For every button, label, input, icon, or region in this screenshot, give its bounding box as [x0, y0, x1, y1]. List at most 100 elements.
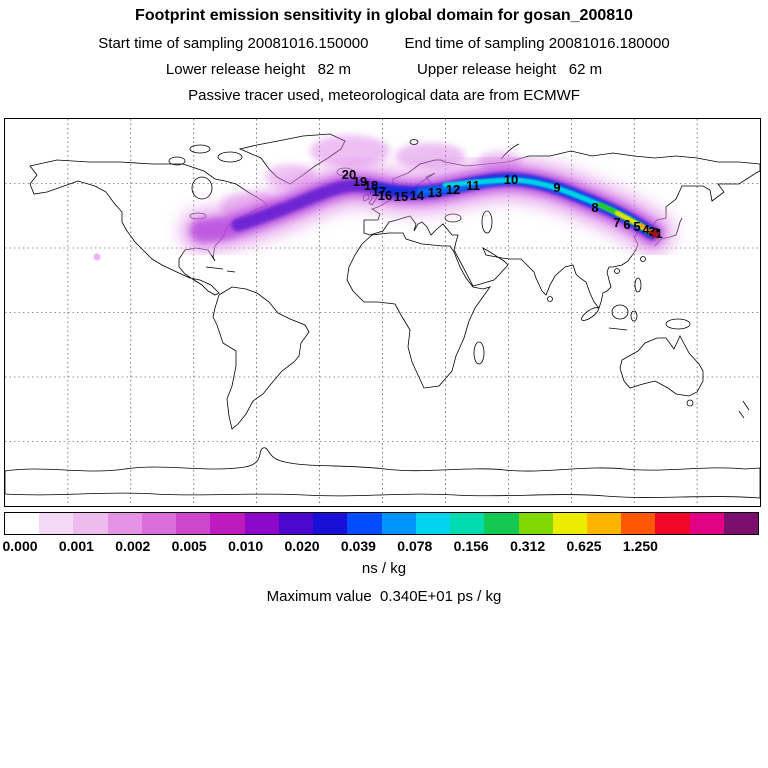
colorbar-segment [176, 513, 211, 534]
coastline-sri-lanka [547, 296, 553, 302]
colorbar-tick-label: 0.002 [115, 538, 151, 554]
trajectory-day-label: 10 [504, 172, 518, 187]
colorbar-segment [689, 513, 724, 534]
trajectory-day-label: 7 [613, 215, 620, 230]
trajectory-day-label: 2 [652, 225, 659, 240]
coastline-java [608, 327, 628, 331]
colorbar-segment [586, 513, 622, 534]
colorbar-tick-label: 0.078 [397, 538, 433, 554]
coastline-new-guinea [665, 318, 691, 330]
max-value-text: Maximum value 0.340E+01 ps / kg [266, 588, 502, 605]
coastline-sumatra [581, 307, 599, 321]
colorbar-segment [107, 513, 142, 534]
colorbar-segment [244, 513, 279, 534]
colorbar-segment [141, 513, 177, 534]
trajectory-day-label: 18 [364, 178, 378, 193]
colorbar-segment [39, 513, 74, 534]
tracer-info-text: Passive tracer used, meteorological data… [188, 87, 580, 104]
coastline-africa [346, 232, 491, 389]
colorbar-tick-label: 0.005 [171, 538, 207, 554]
colorbar-segment [655, 513, 690, 534]
release-heights-row: Lower release height 82 m Upper release … [0, 61, 768, 78]
colorbar-segment [381, 513, 416, 534]
colorbar-unit-label: ns / kg [361, 560, 407, 577]
plume-diffuse-patch [478, 151, 522, 171]
trajectory-day-label: 17 [372, 184, 386, 199]
colorbar-segment [518, 513, 553, 534]
colorbar-segment [313, 513, 348, 534]
plume-red-max-cell [649, 230, 655, 236]
coastline-australia [619, 335, 704, 397]
colorbar-tick-label: 0.020 [284, 538, 320, 554]
world-map: 20 19 18 17 16 15 14 13 12 11 10 9 8 7 6 5 4 3 2 1 ★ [4, 118, 761, 507]
colorbar-segment [415, 513, 451, 534]
colorbar-tick-label: 0.039 [340, 538, 376, 554]
colorbar-segment [278, 513, 314, 534]
colorbar-segment [723, 513, 759, 534]
coastline-madagascar [473, 341, 485, 365]
trajectory-day-label: 19 [353, 174, 367, 189]
coastline-hudson-bay [191, 176, 213, 200]
colorbar-segment [5, 513, 40, 534]
source-star-icon: ★ [648, 225, 661, 243]
colorbar-segment [347, 513, 382, 534]
colorbar-tick-label: 1.250 [622, 538, 658, 554]
colorbar-tick-labels: 0.000 0.001 0.002 0.005 0.010 0.020 0.039 0.078… [2, 538, 759, 556]
upper-release-text: Upper release height 62 m [417, 61, 603, 78]
coastline-antarctica [4, 447, 761, 499]
sampling-times-row: Start time of sampling 20081016.150000 E… [0, 35, 768, 52]
trajectory-day-label: 6 [623, 217, 630, 232]
trajectory-day-label: 13 [428, 185, 442, 200]
plot-title: Footprint emission sensitivity in global… [135, 7, 633, 24]
trajectory-day-label: 15 [394, 189, 408, 204]
trajectory-day-label: 9 [553, 180, 560, 195]
colorbar-segment [621, 513, 656, 534]
plume-diffuse-patch [310, 135, 390, 167]
plume-diffuse-patch [395, 143, 465, 169]
coastline-south-america [212, 286, 310, 430]
coastline-north-america [29, 159, 268, 296]
trajectory-day-label: 1 [655, 226, 662, 241]
colorbar-tick-label: 0.625 [566, 538, 602, 554]
coastline-new-zealand [738, 400, 750, 419]
coastline-arctic-island-1 [217, 151, 243, 163]
colorbar-tick-label: 0.010 [228, 538, 264, 554]
colorbar-segment [552, 513, 587, 534]
lower-release-text: Lower release height 82 m [165, 61, 351, 78]
start-time-text: Start time of sampling 20081016.150000 [98, 35, 369, 52]
emission-plume [93, 135, 681, 262]
coastline-svalbard [409, 139, 419, 145]
coastline-arctic-island-2 [189, 144, 211, 154]
trajectory-day-label: 16 [378, 188, 392, 203]
trajectory-day-label: 8 [591, 200, 598, 215]
plume-orange-core [639, 223, 653, 234]
trajectory-day-label: 12 [446, 182, 460, 197]
colorbar-segment [484, 513, 519, 534]
source-station-marker: ★ [648, 225, 661, 243]
coastline-cuba [205, 266, 236, 273]
coastline-arctic-island-3 [168, 156, 186, 166]
colorbar-tick-label: 0.312 [510, 538, 546, 554]
colorbar [4, 512, 759, 535]
colorbar-tick-label: 0.156 [453, 538, 489, 554]
coastline-philippines [634, 277, 642, 293]
trajectory-day-label: 11 [466, 178, 480, 193]
trajectory-day-label: 14 [410, 188, 425, 203]
coastline-caspian-sea [481, 210, 493, 234]
coastline-greenland [238, 133, 346, 185]
colorbar-segment [210, 513, 245, 534]
coastline-borneo [611, 304, 629, 320]
coastline-hainan [614, 268, 620, 274]
trajectory-day-label: 4 [642, 222, 650, 237]
coastline-sulawesi [630, 310, 638, 322]
colorbar-tick-label: 0.000 [2, 538, 38, 554]
plume-isolated-speck [93, 253, 101, 261]
end-time-text: End time of sampling 20081016.180000 [404, 35, 670, 52]
trajectory-day-label: 20 [342, 167, 356, 182]
colorbar-segment [73, 513, 108, 534]
coastline-tasmania [686, 399, 694, 407]
colorbar-segment [450, 513, 485, 534]
